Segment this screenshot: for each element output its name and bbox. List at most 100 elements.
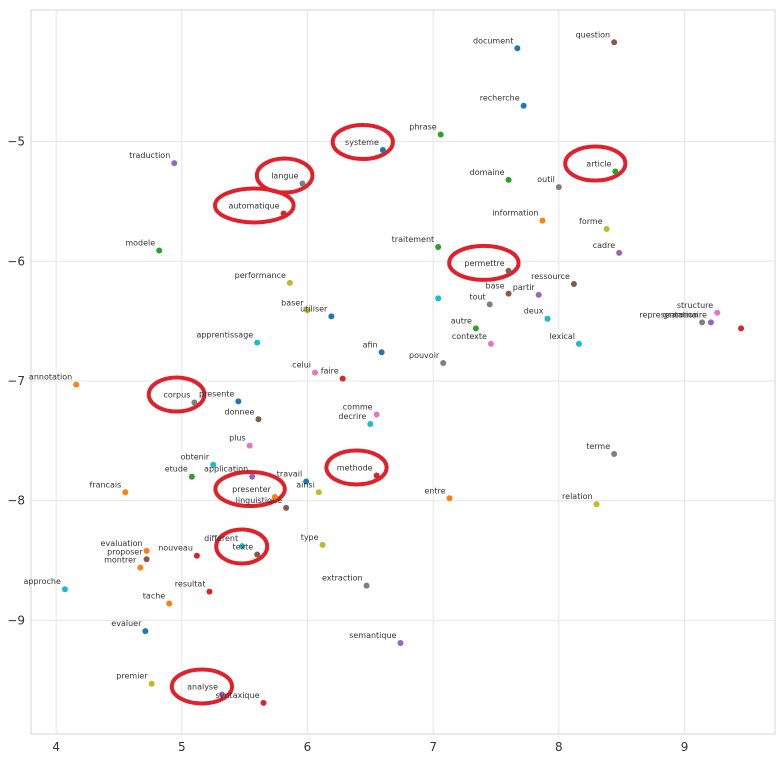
point-label: semantique — [349, 631, 396, 640]
point-label: presenter — [232, 485, 271, 494]
point-label: proposer — [107, 547, 143, 556]
point-label: langue — [271, 172, 298, 181]
point-label: application — [204, 465, 248, 474]
point-label: premier — [116, 672, 148, 681]
data-point — [575, 340, 582, 347]
point-label: cadre — [593, 241, 615, 250]
data-point — [616, 249, 623, 256]
point-label: tout — [469, 292, 485, 301]
data-point — [210, 461, 217, 468]
point-label: syntaxique — [215, 691, 259, 700]
y-tick-label: −7 — [7, 374, 25, 388]
point-label: performance — [235, 271, 286, 280]
data-point — [707, 319, 714, 326]
point-label: utiliser — [300, 304, 328, 313]
grid — [31, 10, 775, 734]
data-point — [535, 291, 542, 298]
data-point — [143, 547, 150, 554]
x-tick-label: 8 — [555, 740, 563, 754]
point-label: base — [485, 282, 504, 291]
data-point — [280, 210, 287, 217]
y-tick-label: −5 — [7, 135, 25, 149]
point-label: travail — [277, 469, 302, 478]
data-point — [472, 325, 479, 332]
data-point — [315, 489, 322, 496]
point-label: contexte — [452, 332, 487, 341]
x-tick-label: 4 — [52, 740, 60, 754]
point-label: question — [576, 30, 611, 39]
point-label: entre — [424, 486, 445, 495]
point-label: approche — [23, 577, 61, 586]
data-point — [73, 381, 80, 388]
point-label: montrer — [104, 556, 137, 565]
point-label: deux — [524, 307, 544, 316]
point-label: recherche — [480, 94, 520, 103]
data-point — [312, 369, 319, 376]
point-label: grammaire — [663, 310, 707, 319]
data-point — [188, 473, 195, 480]
highlight-ellipse — [447, 243, 521, 282]
point-label: afin — [363, 340, 378, 349]
data-point — [514, 45, 521, 52]
point-label: phrase — [409, 122, 437, 131]
point-label: relation — [562, 492, 592, 501]
point-label: presente — [199, 389, 234, 398]
point-label: partir — [513, 283, 536, 292]
x-tick-label: 5 — [178, 740, 186, 754]
point-label: systeme — [345, 138, 379, 147]
point-label: etude — [165, 465, 188, 474]
data-point — [373, 472, 380, 479]
point-label: comme — [343, 402, 373, 411]
data-point — [367, 421, 374, 428]
data-point — [603, 225, 610, 232]
point-labels: document question recherche phrase systeme tr… — [23, 30, 713, 700]
point-label: plus — [229, 434, 246, 443]
point-label: nouveau — [158, 544, 193, 553]
data-point — [611, 39, 618, 46]
highlight-ellipse — [169, 667, 235, 706]
data-point — [239, 543, 246, 550]
point-label: permettre — [464, 259, 504, 268]
point-label: traitement — [392, 235, 435, 244]
point-label: domaine — [470, 168, 505, 177]
data-point — [363, 582, 370, 589]
point-label: apprentissage — [196, 331, 253, 340]
point-label: evaluer — [111, 619, 142, 628]
data-point — [219, 691, 226, 698]
data-point — [206, 588, 213, 595]
data-point — [570, 281, 577, 288]
point-label: obtenir — [181, 453, 210, 462]
point-label: methode — [337, 464, 373, 473]
highlight-ellipse — [324, 448, 389, 487]
data-point — [271, 494, 278, 501]
point-label: donnee — [225, 407, 255, 416]
data-point — [379, 147, 386, 154]
point-label: traduction — [129, 151, 170, 160]
data-point — [61, 586, 68, 593]
data-points — [61, 39, 745, 706]
data-point — [142, 628, 149, 635]
point-label: extraction — [322, 574, 363, 583]
point-label: document — [473, 36, 513, 45]
point-label: ainsi — [296, 480, 315, 489]
data-point — [555, 184, 562, 191]
data-point — [397, 640, 404, 647]
point-label: texte — [232, 542, 253, 551]
data-point — [505, 176, 512, 183]
point-label: resultat — [175, 580, 206, 589]
data-point — [246, 442, 253, 449]
data-point — [612, 168, 619, 175]
data-point — [299, 180, 306, 187]
y-tick-label: −8 — [7, 494, 25, 508]
point-label: structure — [677, 301, 713, 310]
data-point — [249, 473, 256, 480]
highlight-ellipse — [214, 527, 270, 566]
data-point — [260, 699, 267, 706]
highlight-ellipse — [330, 123, 395, 162]
highlight-ellipse — [146, 375, 207, 414]
data-point — [166, 600, 173, 607]
point-label: outil — [537, 175, 555, 184]
data-point — [435, 295, 442, 302]
data-point — [373, 411, 380, 418]
